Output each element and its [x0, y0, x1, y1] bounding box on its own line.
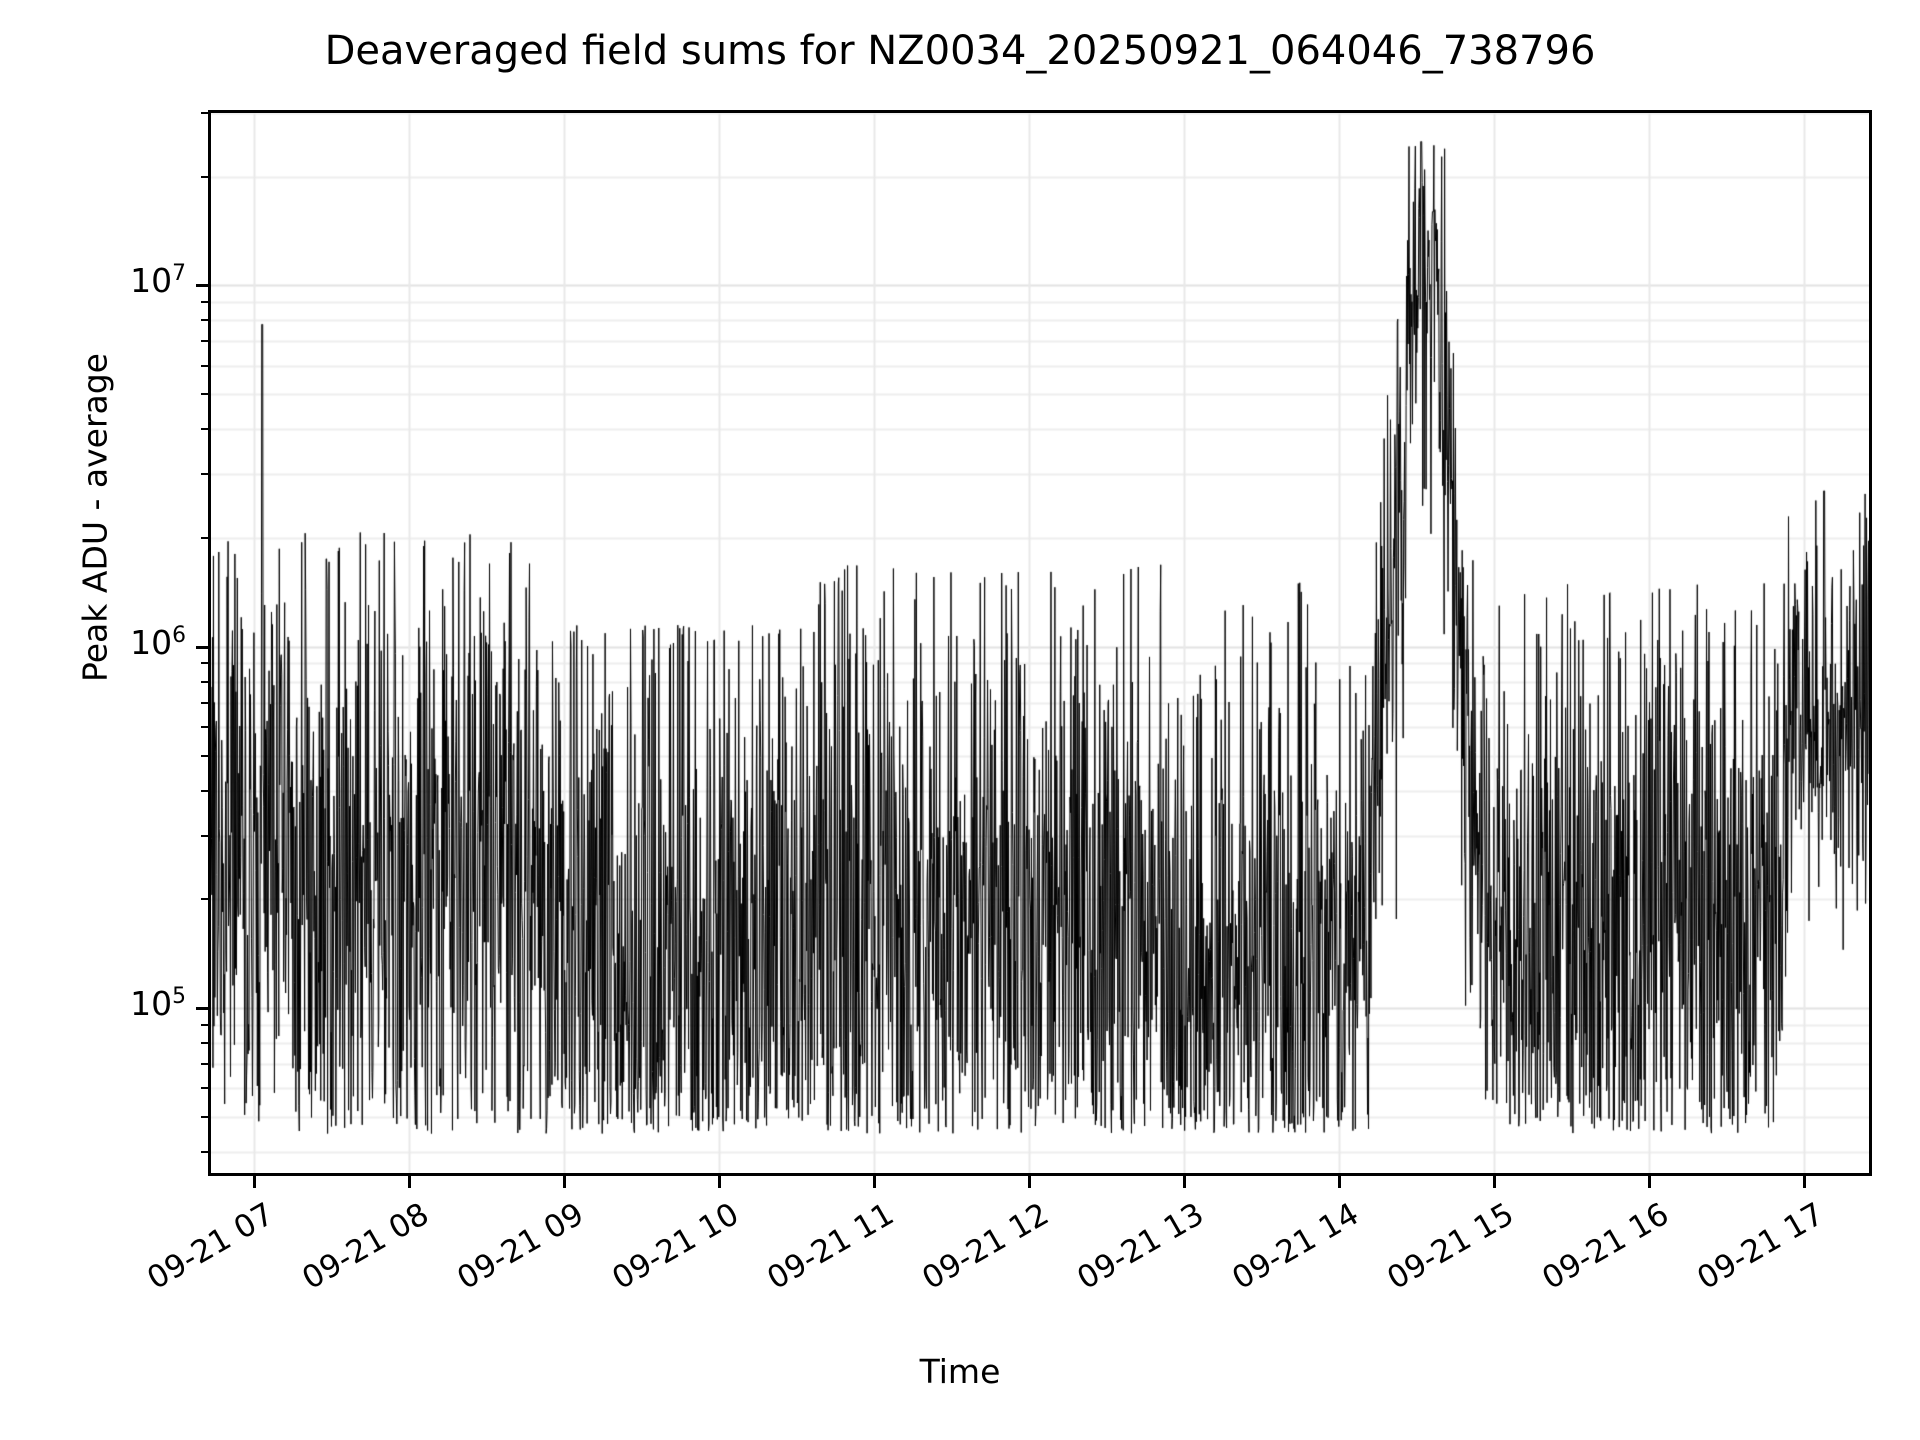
y-axis-label: Peak ADU - average — [75, 353, 115, 682]
y-tick-minor — [201, 701, 208, 704]
y-tick-minor — [201, 319, 208, 322]
y-tick-minor — [201, 726, 208, 728]
y-tick-label: 106 — [130, 623, 186, 662]
y-tick-minor — [201, 473, 208, 476]
x-tick-mark — [1338, 1176, 1342, 1188]
y-tick-label: 105 — [130, 984, 186, 1023]
y-tick-major — [196, 645, 208, 649]
y-tick-minor — [201, 340, 208, 343]
y-tick-minor — [201, 393, 208, 396]
y-tick-minor — [201, 1087, 208, 1090]
y-tick-major — [196, 1007, 208, 1011]
y-tick-major — [196, 284, 208, 288]
y-tick-minor — [201, 1063, 208, 1066]
page-title: Deaveraged field sums for NZ0034_2025092… — [324, 28, 1596, 74]
plot-area — [208, 110, 1872, 1176]
x-axis-label: Time — [919, 1352, 1001, 1391]
y-tick-minor — [201, 662, 208, 665]
y-tick-minor — [201, 898, 208, 901]
x-tick-mark — [1028, 1176, 1032, 1188]
y-tick-minor — [201, 112, 208, 114]
y-tick-minor — [201, 300, 208, 303]
x-tick-mark — [1493, 1176, 1496, 1188]
x-tick-mark — [718, 1176, 722, 1188]
y-tick-minor — [201, 754, 208, 757]
y-tick-minor — [201, 834, 208, 837]
y-tick-minor — [201, 789, 208, 792]
x-tick-mark — [1647, 1176, 1651, 1188]
x-tick-mark — [1183, 1176, 1187, 1188]
y-tick-minor — [201, 428, 208, 431]
series-line-plot — [211, 113, 1869, 1173]
y-tick-minor — [201, 1023, 208, 1026]
y-tick-minor — [201, 1042, 208, 1045]
y-tick-mantissa: 10 — [130, 622, 173, 662]
x-tick-mark — [253, 1176, 257, 1188]
y-tick-mantissa: 10 — [130, 261, 173, 301]
y-tick-exponent: 5 — [172, 984, 186, 1010]
x-tick-mark — [873, 1176, 877, 1188]
y-tick-exponent: 7 — [172, 261, 186, 287]
y-tick-minor — [201, 1116, 208, 1119]
y-tick-minor — [201, 364, 208, 367]
y-tick-label: 107 — [130, 261, 186, 300]
y-tick-minor — [201, 537, 208, 540]
y-tick-exponent: 6 — [172, 622, 186, 648]
y-tick-minor — [201, 680, 208, 683]
y-tick-mantissa: 10 — [130, 984, 173, 1024]
x-tick-mark — [563, 1176, 567, 1188]
y-tick-minor — [201, 175, 208, 178]
y-tick-minor — [201, 1151, 208, 1154]
x-tick-mark — [1802, 1176, 1806, 1188]
x-tick-mark — [408, 1176, 412, 1188]
